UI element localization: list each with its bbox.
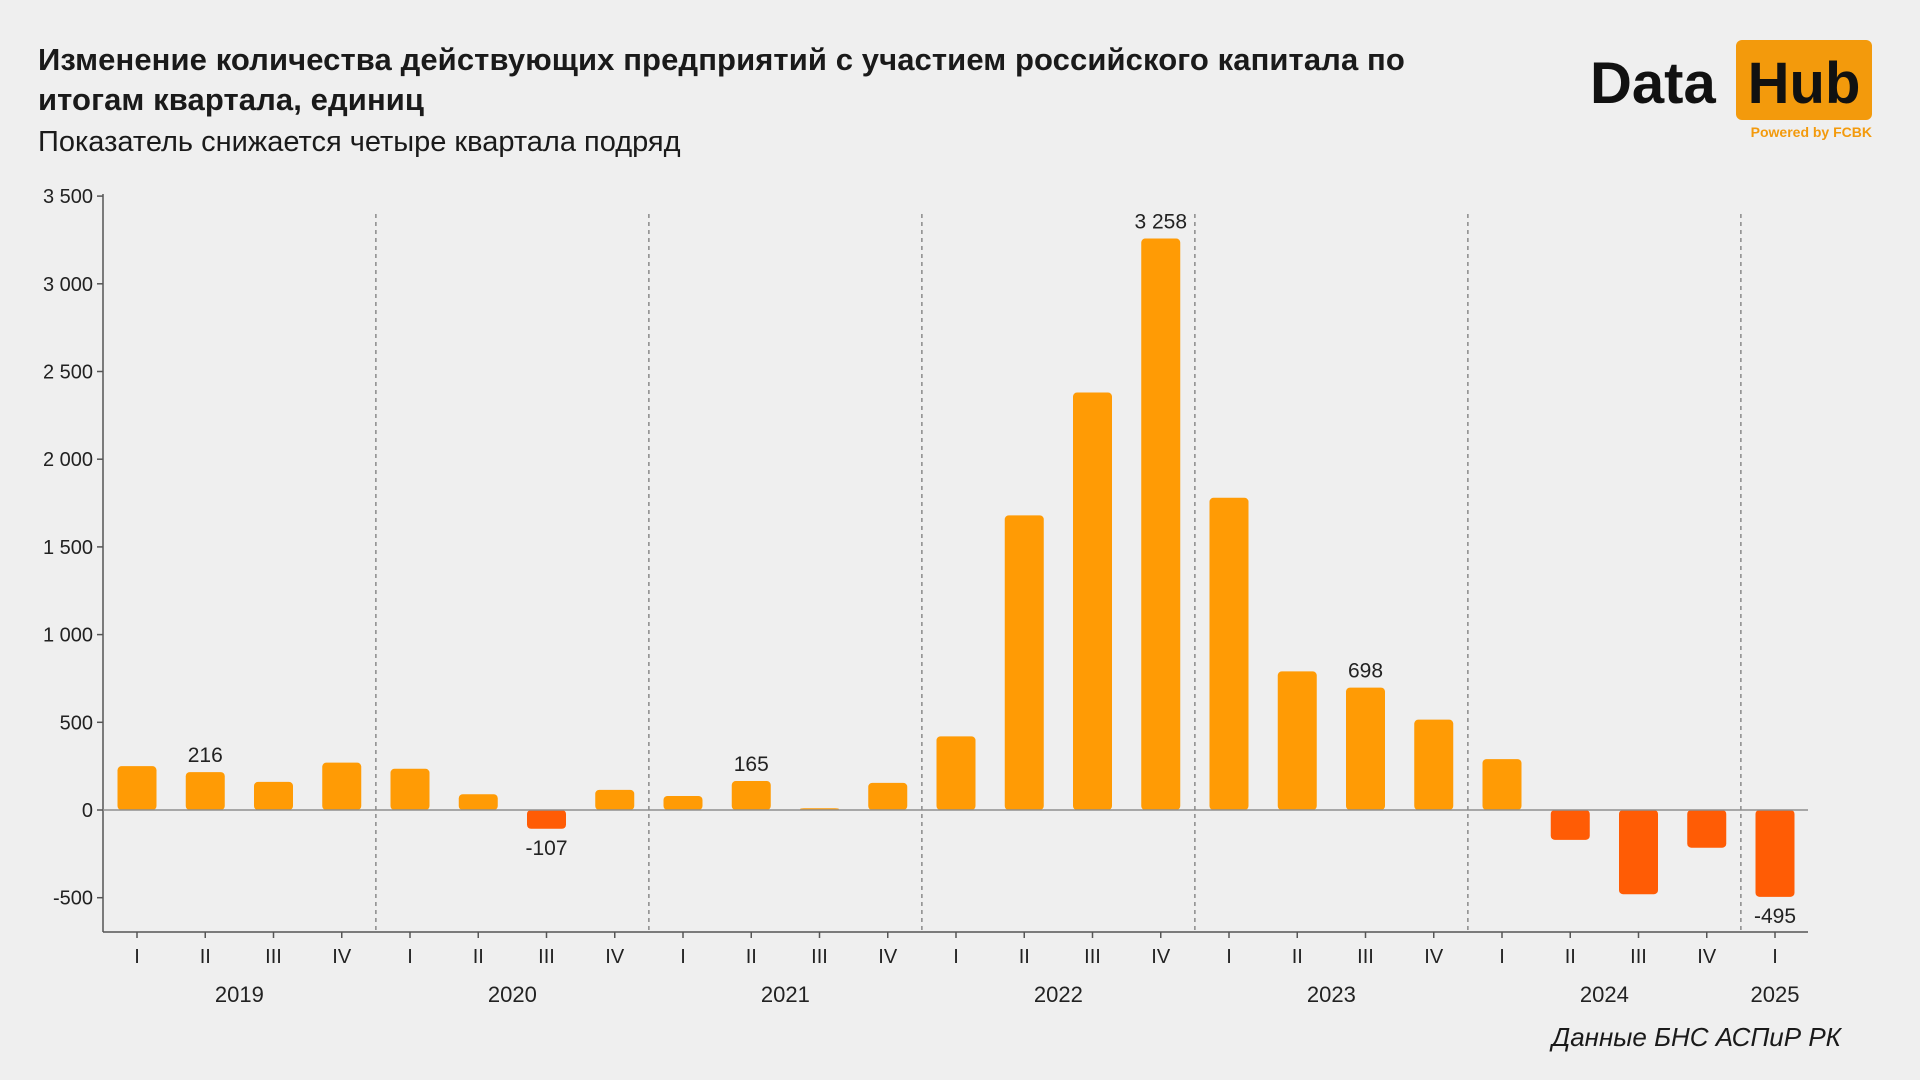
- year-label: 2021: [761, 982, 810, 1007]
- quarter-label: III: [265, 946, 282, 968]
- bar: [1004, 515, 1044, 810]
- quarter-label: III: [538, 946, 555, 968]
- quarter-label: II: [746, 946, 757, 968]
- quarter-label: I: [407, 946, 413, 968]
- data-label: -107: [525, 837, 567, 860]
- logo-tagline: Powered by FCBK: [1750, 124, 1872, 140]
- bar: [1755, 810, 1795, 897]
- data-label: 698: [1348, 660, 1383, 683]
- quarter-label: I: [1772, 946, 1778, 968]
- quarter-label: I: [134, 946, 140, 968]
- bar: [663, 795, 703, 810]
- quarter-label: II: [200, 946, 211, 968]
- data-label: 165: [734, 753, 769, 776]
- quarter-label: IV: [1151, 946, 1171, 968]
- quarter-label: II: [1292, 946, 1303, 968]
- data-label: -495: [1754, 905, 1796, 928]
- bar: [117, 766, 157, 810]
- quarter-label: I: [953, 946, 959, 968]
- bar: [868, 782, 908, 810]
- quarter-label: I: [680, 946, 686, 968]
- quarter-label: I: [1226, 946, 1232, 968]
- bar: [1141, 238, 1181, 810]
- year-label: 2019: [215, 982, 264, 1007]
- bar: [458, 794, 498, 810]
- quarter-label: IV: [878, 946, 898, 968]
- bar: [1414, 719, 1454, 810]
- year-label: 2020: [488, 982, 537, 1007]
- year-label: 2023: [1307, 982, 1356, 1007]
- quarter-label: II: [1565, 946, 1576, 968]
- y-tick-label: 0: [82, 800, 93, 822]
- logo-word-data: Data: [1590, 51, 1716, 116]
- chart-subtitle: Показатель снижается четыре квартала под…: [38, 126, 681, 158]
- bar: [936, 736, 976, 810]
- bar: [1550, 810, 1590, 840]
- y-tick-label: 3 500: [43, 186, 93, 208]
- bar: [1277, 671, 1317, 810]
- quarter-label: III: [1630, 946, 1647, 968]
- bar: [390, 768, 430, 810]
- y-tick-label: 1 500: [43, 537, 93, 559]
- quarter-label: III: [811, 946, 828, 968]
- year-label: 2022: [1034, 982, 1083, 1007]
- bar: [1209, 497, 1249, 810]
- quarter-label: II: [1019, 946, 1030, 968]
- datahub-logo: Data Hub Powered by FCBK: [1590, 38, 1872, 146]
- bar: [1482, 759, 1522, 810]
- bar: [595, 789, 635, 810]
- quarter-label: IV: [1697, 946, 1717, 968]
- bar: [1073, 392, 1112, 810]
- bar: [1619, 810, 1658, 895]
- quarter-label: II: [473, 946, 484, 968]
- year-label: 2024: [1580, 982, 1629, 1007]
- bar: [254, 781, 293, 810]
- y-tick-label: -500: [53, 888, 93, 910]
- quarter-label: IV: [332, 946, 352, 968]
- data-source-note: Данные БНС АСПиР РК: [1551, 1022, 1841, 1052]
- y-tick-label: 2 500: [43, 362, 93, 384]
- y-tick-label: 3 000: [43, 274, 93, 296]
- bar: [731, 781, 771, 810]
- data-label: 3 258: [1134, 211, 1187, 234]
- y-tick-label: 500: [60, 712, 93, 734]
- quarter-label: III: [1084, 946, 1101, 968]
- y-tick-label: 1 000: [43, 625, 93, 647]
- chart-title: Изменение количества действующих предпри…: [38, 42, 1405, 117]
- data-label: 216: [188, 744, 223, 767]
- logo-word-hub: Hub: [1747, 51, 1861, 116]
- bar: [1687, 810, 1727, 848]
- bar: [185, 772, 225, 810]
- quarter-label: IV: [1424, 946, 1444, 968]
- bar: [322, 762, 362, 810]
- quarter-label: III: [1357, 946, 1374, 968]
- y-tick-label: 2 000: [43, 449, 93, 471]
- year-label: 2025: [1751, 982, 1800, 1007]
- quarter-label: I: [1499, 946, 1505, 968]
- quarter-label: IV: [605, 946, 625, 968]
- bar: [527, 810, 566, 829]
- bar: [1346, 687, 1385, 810]
- logo-hub-box: Hub: [1736, 40, 1872, 120]
